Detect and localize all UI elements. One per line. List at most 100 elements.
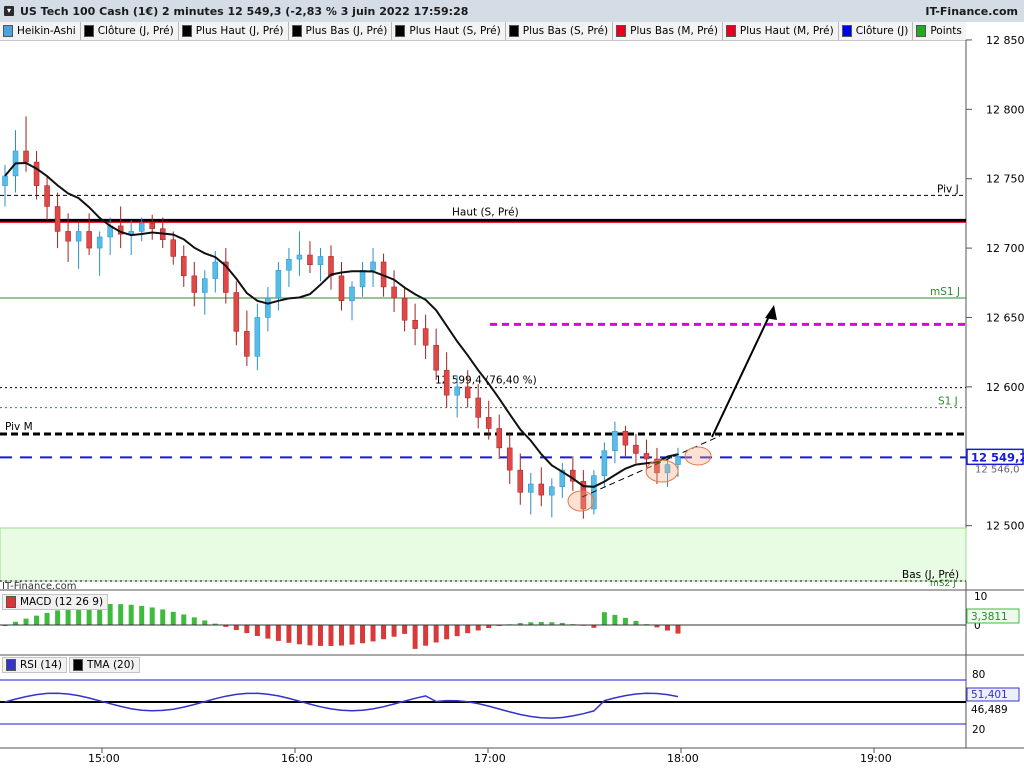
- fib-label: 12 599,4 (76,40 %): [435, 375, 537, 387]
- legend-label: TMA (20): [86, 659, 135, 671]
- legend-item-5[interactable]: Plus Bas (S, Pré): [506, 22, 614, 40]
- candle-body: [75, 231, 82, 242]
- price-tick-label: 12 650: [986, 311, 1024, 324]
- candle-body: [496, 428, 502, 449]
- candle-body: [622, 431, 629, 446]
- candle-body: [380, 261, 387, 288]
- rsi-legend-item-0[interactable]: RSI (14): [2, 657, 67, 673]
- macd-bar: [181, 614, 187, 625]
- price-tick-label: 12 800: [986, 103, 1024, 116]
- candle-body: [2, 175, 8, 186]
- candle-body: [275, 270, 282, 299]
- time-tick-label: 16:00: [281, 752, 313, 765]
- candle-body: [359, 270, 366, 288]
- piv-j-label: Piv J: [937, 183, 959, 195]
- macd-bar: [559, 622, 565, 625]
- candle-body: [128, 231, 134, 235]
- time-tick-label: 15:00: [88, 752, 120, 765]
- legend-swatch-icon: [83, 25, 94, 37]
- rsi-value-badge: [966, 687, 1020, 702]
- candle-body: [244, 331, 250, 357]
- rsi-tick-label: 80: [972, 669, 985, 681]
- tma-value-label: 46,489: [971, 704, 1008, 716]
- legend-item-2[interactable]: Plus Haut (J, Pré): [179, 22, 289, 40]
- legend-label: Plus Bas (S, Pré): [522, 25, 609, 37]
- macd-bar: [170, 611, 176, 625]
- legend-item-6[interactable]: Plus Bas (M, Pré): [613, 22, 723, 40]
- macd-bar: [202, 620, 208, 625]
- legend-label: Plus Haut (M, Pré): [739, 25, 834, 37]
- macd-bar: [433, 625, 439, 643]
- candle-body: [149, 222, 155, 229]
- support-zone: [0, 527, 967, 582]
- legend-swatch-icon: [181, 25, 192, 37]
- legend-item-9[interactable]: Points pivots (S): [913, 22, 966, 40]
- macd-legend-label: MACD (12 26 9): [20, 596, 104, 608]
- candle-body: [391, 286, 397, 299]
- candle-body: [254, 317, 261, 357]
- macd-bar: [402, 625, 408, 634]
- ms1-j-label: mS1 J: [930, 286, 960, 298]
- candle-body: [422, 328, 429, 346]
- macd-bar: [328, 625, 334, 646]
- candle-body: [307, 254, 313, 265]
- highlight-ellipse: [567, 490, 595, 512]
- macd-bar: [612, 614, 618, 625]
- candle-body: [12, 150, 19, 177]
- candle-body: [44, 185, 50, 207]
- macd-bar: [412, 625, 418, 649]
- legend-item-4[interactable]: Plus Haut (S, Pré): [392, 22, 506, 40]
- highlight-ellipse: [645, 459, 679, 483]
- macd-bar: [360, 625, 366, 644]
- piv-m-label: Piv M: [5, 421, 33, 433]
- candle-body: [485, 417, 492, 429]
- rsi-line: [4, 692, 679, 719]
- rsi-legend-item-1[interactable]: TMA (20): [68, 657, 140, 673]
- title-bar: ▾ US Tech 100 Cash (1€) 2 minutes 12 549…: [0, 0, 1024, 22]
- macd-bar: [139, 605, 145, 625]
- collapse-icon[interactable]: ▾: [4, 6, 14, 16]
- candle-body: [212, 261, 219, 279]
- legend-swatch-icon: [841, 25, 852, 37]
- macd-bar: [2, 625, 8, 626]
- candle-body: [475, 397, 481, 418]
- macd-bar: [107, 604, 113, 625]
- legend-label: Clôture (J, Pré): [97, 25, 174, 37]
- macd-bar: [601, 612, 607, 625]
- macd-bar: [160, 609, 166, 625]
- macd-bar: [339, 625, 344, 646]
- macd-bar: [296, 625, 302, 645]
- candle-body: [96, 236, 103, 249]
- candle-body: [159, 228, 166, 241]
- candle-body: [202, 278, 208, 293]
- candle-body: [65, 231, 71, 242]
- macd-legend[interactable]: MACD (12 26 9): [2, 594, 109, 610]
- legend-item-3[interactable]: Plus Bas (J, Pré): [289, 22, 393, 40]
- macd-bar: [465, 625, 471, 634]
- highlight-ellipse: [684, 446, 712, 466]
- macd-bar: [55, 610, 61, 625]
- legend-item-0[interactable]: Heikin-Ashi: [0, 22, 81, 40]
- rsi-legend[interactable]: RSI (14) TMA (20): [2, 657, 140, 673]
- candle-body: [191, 275, 198, 293]
- legend-item-1[interactable]: Clôture (J, Pré): [81, 22, 179, 40]
- macd-bar: [549, 622, 555, 625]
- legend-item-7[interactable]: Plus Haut (M, Pré): [723, 22, 839, 40]
- candle-body: [517, 469, 524, 493]
- ms2-j-label: mS2 J: [930, 579, 956, 589]
- candle-body: [138, 222, 145, 232]
- macd-bar: [675, 625, 681, 634]
- legend-label: RSI (14): [20, 659, 62, 671]
- candle-body: [223, 261, 229, 293]
- legend-swatch-icon: [6, 659, 16, 671]
- candle-body: [559, 469, 566, 488]
- candle-body: [443, 369, 450, 396]
- watermark: IT-Finance.com: [2, 581, 77, 592]
- candle-body: [580, 480, 587, 510]
- candle-body: [23, 150, 29, 163]
- secondary-price-label: 12 546,0: [975, 464, 1020, 475]
- legend-item-8[interactable]: Clôture (J): [839, 22, 914, 40]
- time-tick-label: 17:00: [474, 752, 506, 765]
- macd-bar: [528, 622, 534, 625]
